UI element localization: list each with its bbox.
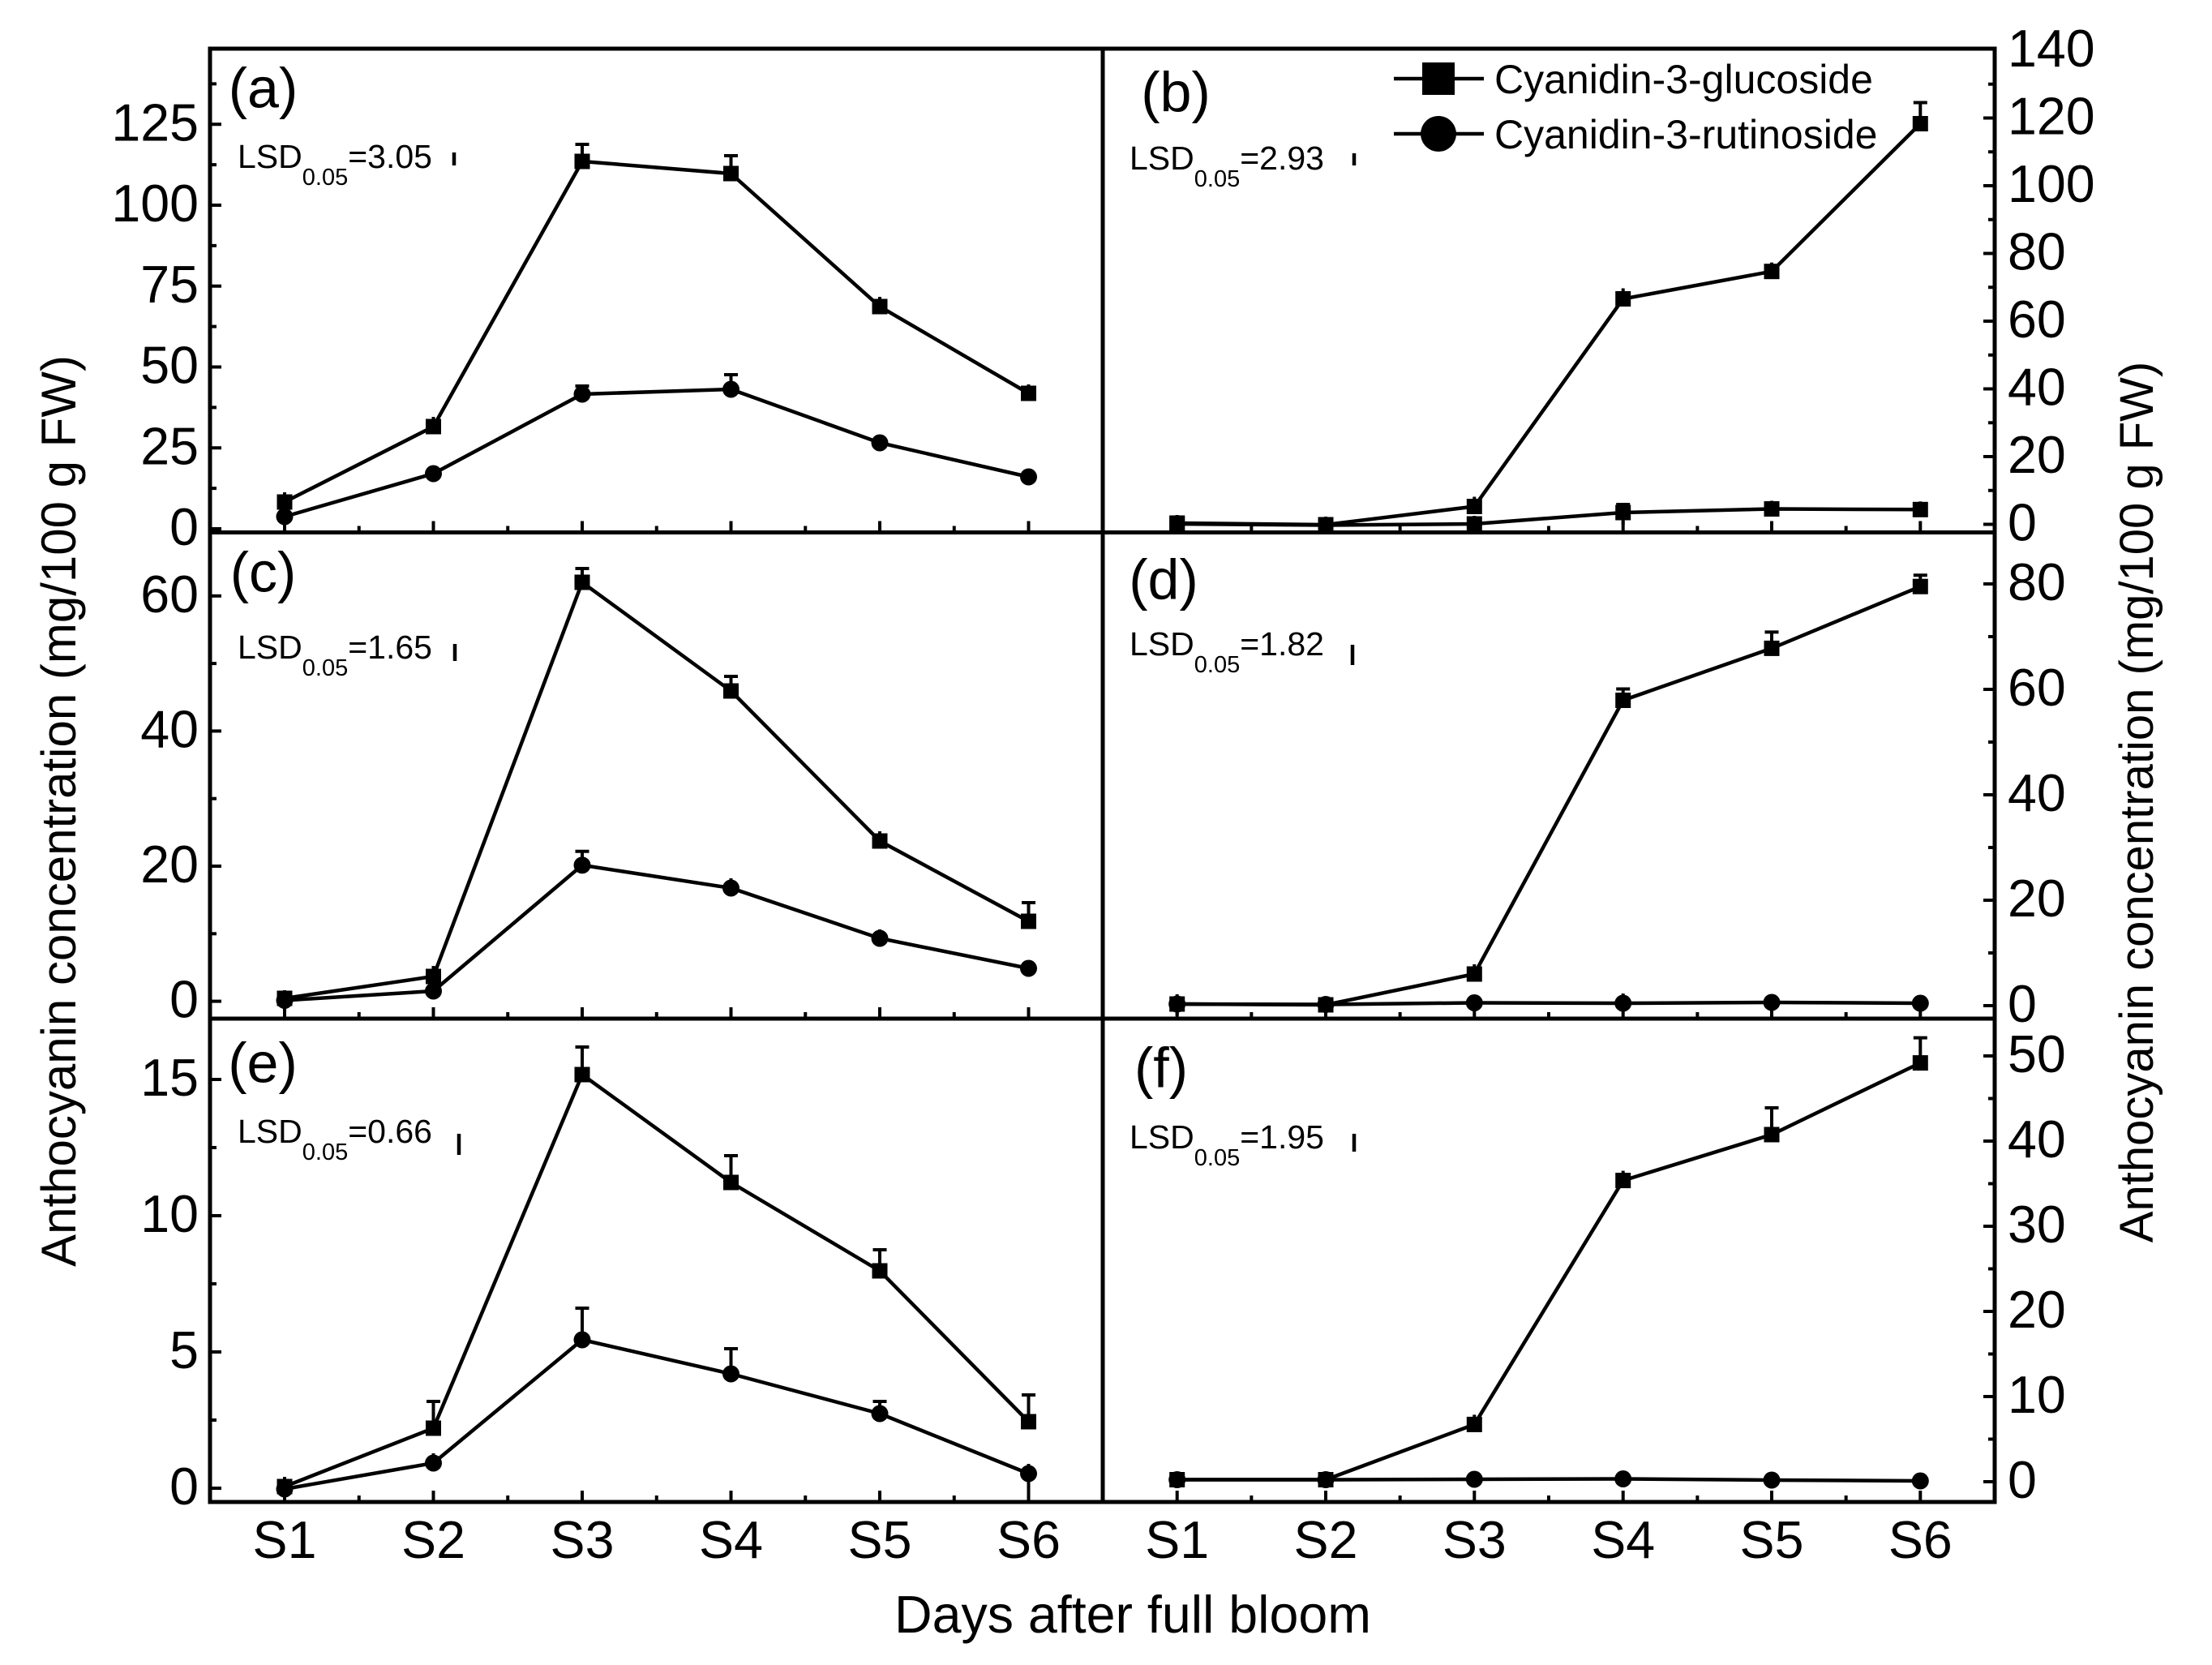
- svg-text:60: 60: [2008, 659, 2066, 717]
- svg-text:Cyanidin-3-glucoside: Cyanidin-3-glucoside: [1494, 57, 1873, 102]
- svg-text:125: 125: [111, 93, 199, 152]
- svg-text:S3: S3: [1443, 1511, 1507, 1569]
- svg-text:S4: S4: [699, 1511, 763, 1569]
- svg-text:100: 100: [2008, 155, 2095, 213]
- svg-text:40: 40: [2008, 764, 2066, 822]
- svg-text:25: 25: [140, 417, 199, 475]
- svg-text:0: 0: [169, 498, 199, 556]
- svg-text:S2: S2: [401, 1511, 465, 1569]
- svg-text:S5: S5: [848, 1511, 912, 1569]
- svg-text:40: 40: [2008, 358, 2066, 417]
- svg-text:0: 0: [2008, 1451, 2037, 1509]
- svg-text:50: 50: [2008, 1025, 2066, 1084]
- svg-text:S2: S2: [1294, 1511, 1358, 1569]
- svg-text:80: 80: [2008, 223, 2066, 281]
- svg-text:S1: S1: [253, 1511, 317, 1569]
- svg-text:15: 15: [140, 1049, 199, 1107]
- svg-text:S6: S6: [997, 1511, 1061, 1569]
- svg-text:S6: S6: [1888, 1511, 1953, 1569]
- svg-text:75: 75: [140, 255, 199, 314]
- svg-text:S4: S4: [1591, 1511, 1655, 1569]
- svg-text:140: 140: [2008, 19, 2095, 78]
- svg-text:(a): (a): [229, 57, 298, 120]
- svg-text:(e): (e): [228, 1032, 298, 1095]
- svg-text:Cyanidin-3-rutinoside: Cyanidin-3-rutinoside: [1494, 112, 1877, 157]
- svg-text:Anthocyanin concentration (mg/: Anthocyanin concentration (mg/100 g FW): [32, 355, 86, 1267]
- svg-text:(b): (b): [1141, 61, 1211, 124]
- svg-text:50: 50: [140, 337, 199, 395]
- svg-text:60: 60: [140, 565, 199, 624]
- svg-text:Anthocyanin concentration (mg/: Anthocyanin concentration (mg/100 g FW): [2111, 362, 2163, 1242]
- svg-text:5: 5: [169, 1321, 199, 1380]
- svg-text:20: 20: [2008, 426, 2066, 484]
- svg-text:(c): (c): [230, 541, 297, 604]
- svg-text:S1: S1: [1145, 1511, 1209, 1569]
- svg-text:0: 0: [169, 1457, 199, 1516]
- svg-text:(d): (d): [1129, 548, 1198, 612]
- svg-text:S3: S3: [551, 1511, 615, 1569]
- svg-text:30: 30: [2008, 1195, 2066, 1254]
- svg-text:S5: S5: [1740, 1511, 1804, 1569]
- svg-text:20: 20: [2008, 1281, 2066, 1339]
- svg-text:(f): (f): [1134, 1036, 1188, 1100]
- svg-text:10: 10: [140, 1185, 199, 1243]
- svg-text:40: 40: [2008, 1110, 2066, 1169]
- svg-text:0: 0: [169, 971, 199, 1029]
- svg-text:120: 120: [2008, 88, 2095, 146]
- svg-text:100: 100: [111, 174, 199, 233]
- svg-text:Days after full bloom: Days after full bloom: [894, 1586, 1371, 1644]
- svg-text:0: 0: [2008, 494, 2037, 552]
- svg-text:80: 80: [2008, 553, 2066, 612]
- svg-text:0: 0: [2008, 975, 2037, 1033]
- svg-text:20: 20: [2008, 869, 2066, 928]
- svg-text:60: 60: [2008, 290, 2066, 349]
- svg-text:20: 20: [140, 835, 199, 894]
- svg-text:10: 10: [2008, 1366, 2066, 1424]
- svg-text:40: 40: [140, 700, 199, 758]
